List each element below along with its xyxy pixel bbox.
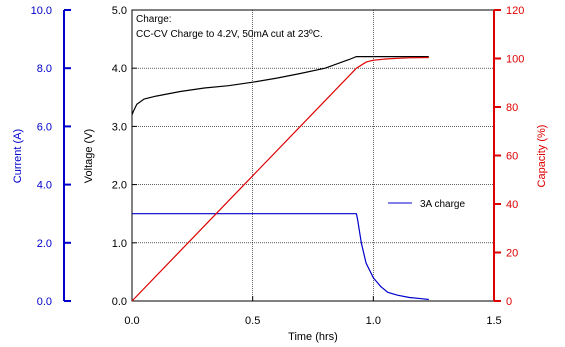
capacity-tick-label-6: 120 <box>506 5 524 17</box>
x-tick-label-1: 0.5 <box>245 315 260 327</box>
voltage-tick-label-1: 1.0 <box>112 238 127 250</box>
voltage-tick-label-4: 4.0 <box>112 63 127 75</box>
voltage-axis-label: Voltage (V) <box>83 129 95 183</box>
x-axis-label: Time (hrs) <box>288 331 338 343</box>
legend-label: 3A charge <box>420 199 465 210</box>
voltage-tick-label-3: 3.0 <box>112 121 127 133</box>
capacity-tick-label-5: 100 <box>506 54 524 66</box>
voltage-series-line <box>131 55 429 116</box>
current-tick-label-4: 8.0 <box>37 63 52 75</box>
capacity-tick-label-2: 40 <box>506 199 518 211</box>
voltage-tick-label-0: 0.0 <box>112 296 127 308</box>
voltage-tick-label-5: 5.0 <box>112 5 127 17</box>
current-axis-label: Current (A) <box>12 129 24 183</box>
current-tick-label-3: 6.0 <box>37 121 52 133</box>
capacity-axis-label: Capacity (%) <box>536 125 548 188</box>
grid-lines <box>132 10 494 301</box>
current-tick-label-5: 10.0 <box>31 5 52 17</box>
capacity-tick-label-0: 0 <box>506 296 512 308</box>
capacity-tick-label-4: 80 <box>506 102 518 114</box>
plot-area <box>131 9 495 302</box>
x-tick-label-0: 0.0 <box>124 315 139 327</box>
voltage-tick-label-2: 2.0 <box>112 180 127 192</box>
legend: 3A charge <box>388 199 465 210</box>
series-lines <box>131 55 429 302</box>
annotation-line-2: CC-CV Charge to 4.2V, 50mA cut at 23ºC. <box>136 29 323 40</box>
x-tick-label-3: 1.5 <box>486 315 501 327</box>
annotation-line-1: Charge: <box>136 14 172 25</box>
axes: 0.0 0.5 1.0 1.5 0.0 1.0 2.0 3.0 4.0 5.0 0.0 2.0 4.0 6… <box>31 5 525 327</box>
capacity-tick-label-1: 20 <box>506 248 518 260</box>
current-tick-label-0: 0.0 <box>37 296 52 308</box>
x-tick-label-2: 1.0 <box>366 315 381 327</box>
current-series-line <box>132 213 429 301</box>
current-tick-label-2: 4.0 <box>37 180 52 192</box>
capacity-series-line <box>131 56 429 302</box>
capacity-tick-label-3: 60 <box>506 151 518 163</box>
current-tick-label-1: 2.0 <box>37 238 52 250</box>
